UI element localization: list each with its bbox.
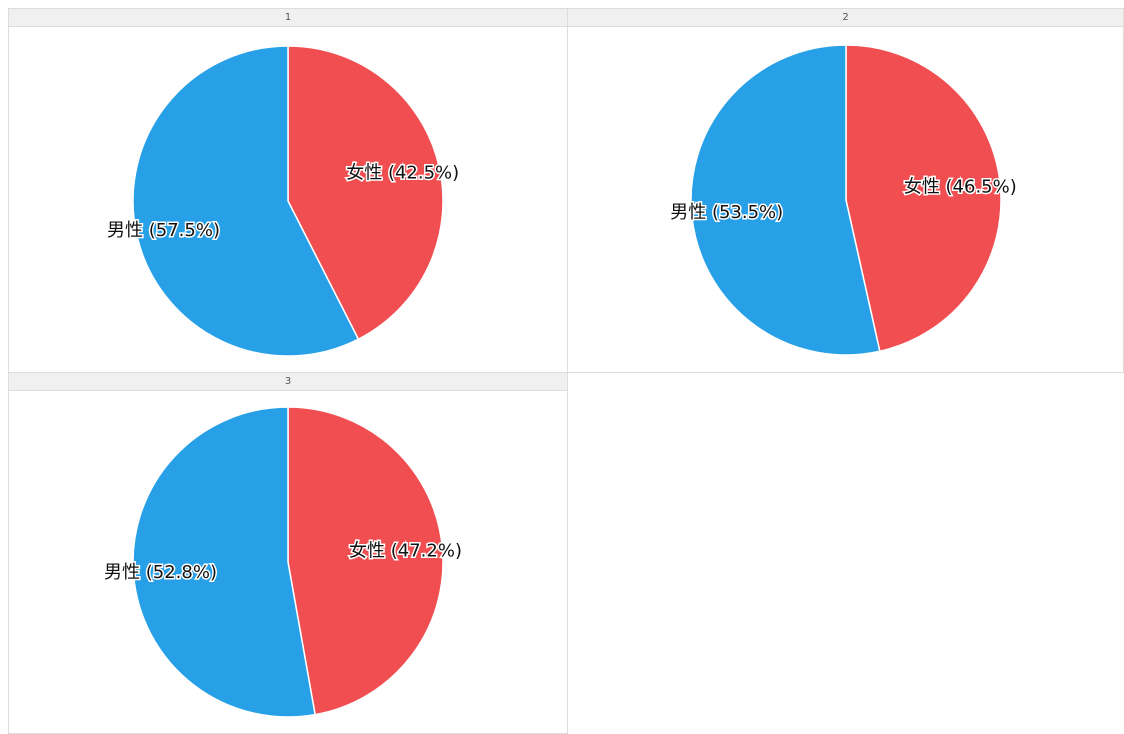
slice-label: 女性 (47.2%)	[349, 541, 462, 562]
pie-chart-1: 女性 (42.5%) 男性 (57.5%)	[106, 45, 461, 357]
chart-title: 2	[568, 9, 1123, 27]
chart-title: 1	[9, 9, 567, 27]
pie-slice-男性	[132, 406, 316, 718]
slice-label: 女性 (42.5%)	[346, 163, 459, 184]
pie-chart-panel-2: 2 女性 (46.5%) 男性 (53.5%)	[567, 8, 1124, 373]
pie-chart-2: 女性 (46.5%) 男性 (53.5%)	[669, 44, 1018, 356]
pie-slice-男性	[132, 45, 360, 357]
pie-chart-panel-1: 1 女性 (42.5%) 男性 (57.5%)	[8, 8, 568, 373]
pie-slice-女性	[287, 45, 444, 341]
pie-chart-panel-3: 3 女性 (47.2%) 男性 (52.8%)	[8, 372, 568, 734]
pie-slice-男性	[690, 44, 881, 356]
pie-slice-女性	[287, 406, 444, 716]
slice-label: 男性 (57.5%)	[107, 220, 220, 241]
slice-label: 男性 (53.5%)	[670, 202, 783, 223]
slice-label: 女性 (46.5%)	[904, 176, 1017, 197]
pie-chart-3: 女性 (47.2%) 男性 (52.8%)	[103, 406, 463, 718]
slice-label: 男性 (52.8%)	[104, 562, 217, 583]
chart-title: 3	[9, 373, 567, 391]
pie-slice-女性	[845, 44, 1002, 353]
